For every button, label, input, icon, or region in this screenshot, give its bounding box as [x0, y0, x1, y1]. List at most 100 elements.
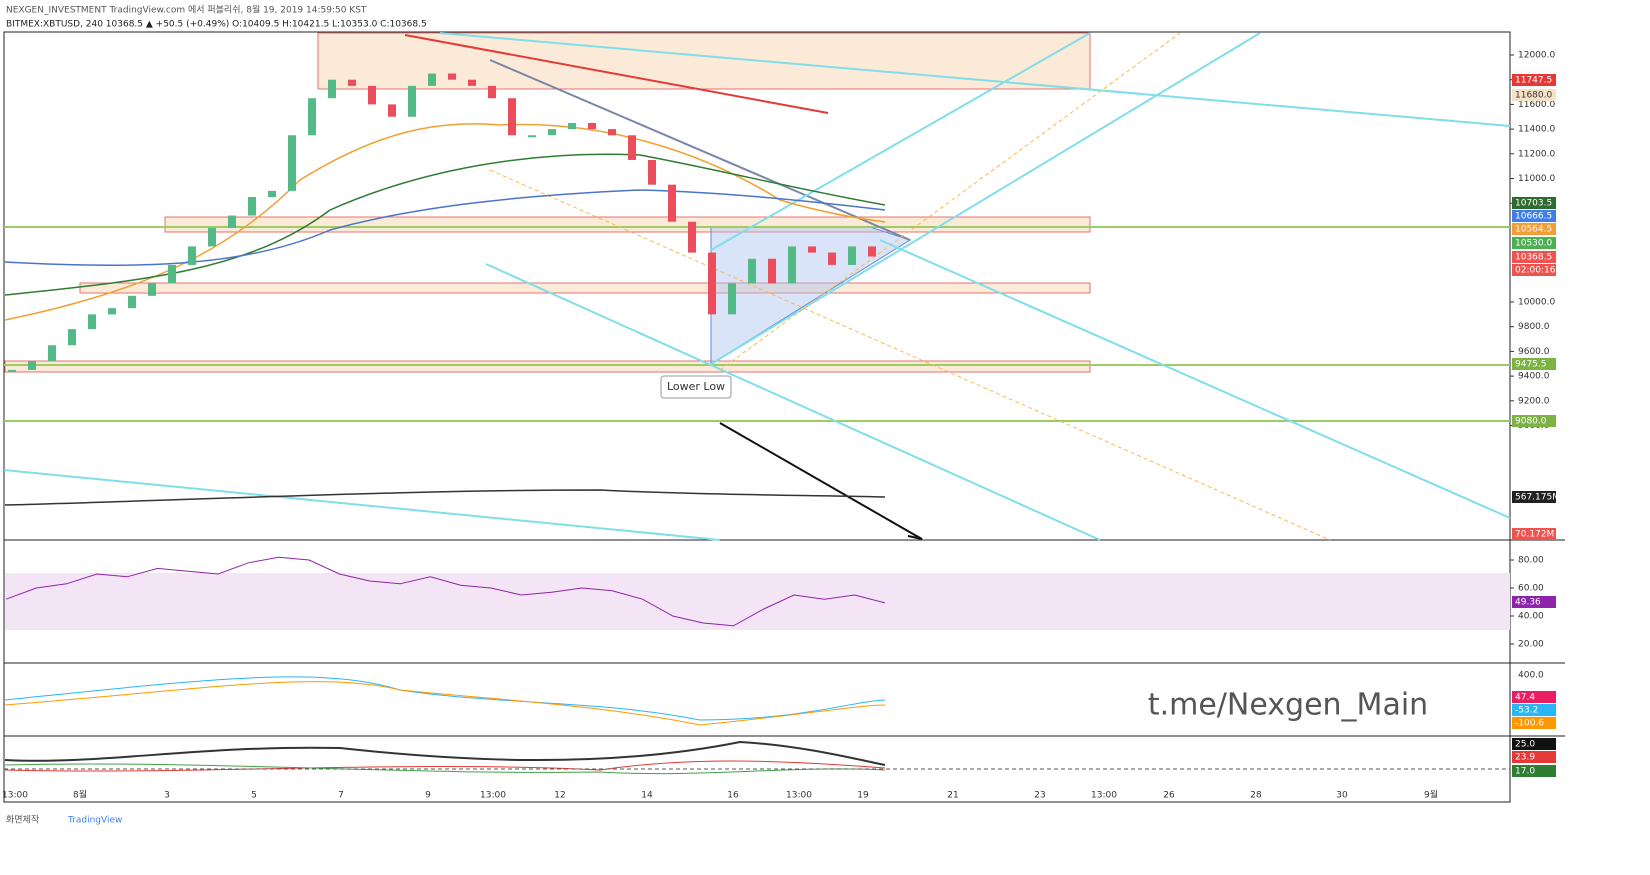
- price-tick-label: 9200.0: [1518, 396, 1550, 406]
- price-badge-label: 23.9: [1515, 753, 1535, 763]
- candle: [248, 197, 256, 216]
- candle: [368, 85, 376, 105]
- price-badge: [1512, 89, 1556, 101]
- x-tick-label: 7: [338, 791, 344, 801]
- zone: [4, 360, 1091, 373]
- x-tick-label: 30: [1336, 791, 1348, 801]
- candle: [28, 361, 36, 370]
- candle: [668, 184, 676, 222]
- price-badge-label: -100.6: [1515, 719, 1544, 729]
- zone: [79, 282, 1091, 294]
- price-badge: [1512, 528, 1556, 540]
- x-tick-label: 13:00: [786, 791, 812, 801]
- candle: [688, 221, 696, 253]
- channel-line: [3, 469, 721, 541]
- candle: [148, 283, 156, 296]
- rsi-tick-label: 40.00: [1518, 612, 1544, 622]
- candle: [68, 329, 76, 346]
- candle: [128, 295, 136, 309]
- price-badge-label: 11747.5: [1515, 76, 1552, 86]
- price-badge-label: 567.175M: [1515, 493, 1560, 503]
- candle: [568, 122, 576, 130]
- price-badge: [1512, 596, 1556, 608]
- candle: [8, 369, 16, 372]
- header-line1: NEXGEN_INVESTMENT TradingView.com 에서 퍼블리…: [6, 4, 367, 16]
- moving-average: [4, 123, 886, 321]
- candle: [428, 73, 436, 86]
- arrow: [719, 422, 923, 540]
- price-badge: [1512, 415, 1556, 427]
- candle: [108, 308, 116, 315]
- candle: [728, 283, 736, 315]
- x-tick-label: 3: [164, 791, 170, 801]
- zone: [164, 216, 1091, 233]
- footer-label: 화면제작: [6, 815, 39, 826]
- price-badge: [1512, 210, 1556, 222]
- channel-line: [485, 263, 1101, 541]
- candle: [708, 252, 716, 315]
- channel-line: [710, 32, 1091, 251]
- macd-tick-label: 400.0: [1518, 671, 1544, 681]
- header-line2: BITMEX:XBTUSD, 240 10368.5 ▲ +50.5 (+0.4…: [6, 20, 427, 30]
- candle: [228, 215, 236, 228]
- x-tick-label: 26: [1163, 791, 1175, 801]
- price-tick-label: 9600.0: [1518, 347, 1550, 357]
- candle: [548, 129, 556, 136]
- price-badge-label: 10703.5: [1515, 199, 1552, 209]
- price-badge-label: 10368.5: [1515, 253, 1552, 263]
- candle: [528, 135, 536, 138]
- price-tick-label: 11600.0: [1518, 100, 1555, 110]
- candle: [608, 129, 616, 136]
- candle: [468, 79, 476, 86]
- price-badge: [1512, 264, 1556, 276]
- x-tick-label: 21: [947, 791, 958, 801]
- candle: [588, 122, 596, 130]
- price-badge-label: 02:00:16: [1515, 266, 1556, 276]
- annotation: Lower Low: [667, 380, 725, 393]
- price-badge: [1512, 237, 1556, 249]
- x-tick-label: 9월: [1424, 789, 1438, 801]
- watermark: t.me/Nexgen_Main: [1148, 688, 1428, 723]
- channel-line: [879, 239, 1511, 519]
- rsi-tick-label: 20.00: [1518, 640, 1544, 650]
- candle: [408, 85, 416, 117]
- price-badge: [1512, 223, 1556, 235]
- candle: [488, 85, 496, 99]
- price-badge: [1512, 74, 1556, 86]
- price-tick-label: 11000.0: [1518, 174, 1555, 184]
- price-badge-label: 9475.5: [1515, 360, 1547, 370]
- rsi-tick-label: 60.00: [1518, 584, 1544, 594]
- price-badge-label: 70.172M: [1515, 530, 1554, 540]
- candle: [648, 159, 656, 185]
- rsi-band: [5, 573, 1510, 630]
- candle: [828, 252, 836, 265]
- price-badge: [1512, 358, 1556, 370]
- channel-line: [439, 32, 1511, 127]
- candle: [768, 258, 776, 284]
- price-badge: [1512, 691, 1556, 703]
- x-tick-label: 12: [554, 791, 565, 801]
- volume-ma: [4, 489, 886, 506]
- x-tick-label: 8월: [73, 789, 87, 801]
- x-tick-label: 23: [1034, 791, 1045, 801]
- x-tick-label: 16: [727, 791, 739, 801]
- price-badge-label: 10530.0: [1515, 239, 1552, 249]
- candle: [268, 190, 276, 198]
- price-badge: [1512, 704, 1556, 716]
- price-tick-label: 9400.0: [1518, 372, 1550, 382]
- candle: [628, 135, 636, 160]
- candle: [388, 104, 396, 117]
- channel-line: [710, 32, 1261, 365]
- price-tick-label: 10000.0: [1518, 298, 1555, 308]
- x-tick-label: 19: [857, 791, 869, 801]
- candle: [808, 246, 816, 253]
- macd-line: [4, 676, 886, 721]
- dmi-adx: [4, 740, 886, 766]
- candle: [188, 246, 196, 265]
- price-badge: [1512, 717, 1556, 729]
- trendline: [404, 34, 829, 114]
- price-badge-label: 47.4: [1515, 693, 1535, 703]
- price-badge-label: 17.0: [1515, 767, 1535, 777]
- price-tick-label: 9800.0: [1518, 322, 1550, 332]
